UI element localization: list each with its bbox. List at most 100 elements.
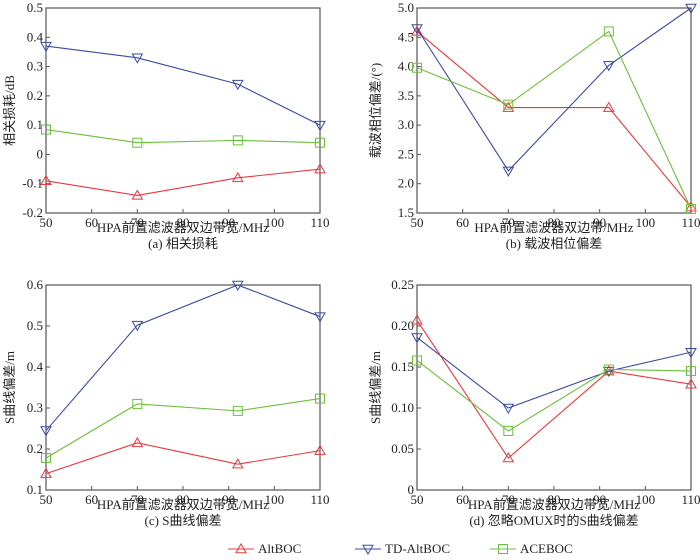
series-line-aceboc <box>45 128 321 144</box>
aceboc-marker-legend <box>498 544 508 554</box>
x-tick-label: 70 <box>502 492 515 507</box>
series-line-altboc <box>45 168 321 196</box>
series-aceboc <box>412 355 696 436</box>
x-tick-label: 90 <box>593 492 606 507</box>
x-tick-label: 70 <box>502 215 515 230</box>
plot-frame <box>416 284 692 491</box>
aceboc-marker-1 <box>503 99 514 110</box>
legend: AltBOC TD-AltBOC ACEBOC <box>228 541 573 556</box>
chart-panel-b: 50 60 70 80 90 100 110 1.5 2.0 2.5 3.0 3.5 4.0 4.5 5.0… <box>368 0 700 251</box>
y-tick-label: 0.1 <box>27 482 43 497</box>
y-tick-label: 0.25 <box>391 277 414 292</box>
y-tick-label: 0.4 <box>27 359 44 374</box>
x-tick-label: 60 <box>85 492 98 507</box>
x-tick-label: 60 <box>456 215 469 230</box>
x-tick-label: 80 <box>177 492 190 507</box>
aceboc-marker-3 <box>315 393 325 404</box>
y-tick-label: 4.0 <box>398 59 414 74</box>
altboc-marker-2 <box>602 101 615 112</box>
x-tick-label: 50 <box>40 492 53 507</box>
panel-caption: (b) 载波相位偏差 <box>506 236 602 251</box>
aceboc-marker-2 <box>232 135 243 146</box>
td-altboc-marker-1 <box>502 166 515 177</box>
td-altboc-marker-3 <box>314 120 326 132</box>
aceboc-marker-1 <box>132 398 143 409</box>
y-axis-label: 相关损耗/dB <box>2 75 17 146</box>
td-altboc-marker-3 <box>685 347 697 359</box>
legend-entry-altboc: AltBOC <box>228 541 301 556</box>
altboc-marker-3 <box>314 163 326 174</box>
series-line-altboc <box>416 31 692 208</box>
y-tick-label: 0.6 <box>27 277 44 292</box>
altboc-marker-1 <box>131 436 144 448</box>
y-tick-label: 0.5 <box>27 0 43 15</box>
series-aceboc <box>41 393 325 464</box>
series-line-aceboc <box>416 30 692 210</box>
td-altboc-marker-0 <box>40 41 52 53</box>
y-axis-label: 载波相位偏差/(°) <box>368 63 383 158</box>
series-line-altboc <box>416 319 692 459</box>
x-tick-label: 90 <box>593 215 606 230</box>
y-tick-label: 0.5 <box>27 318 43 333</box>
x-tick-label: 90 <box>222 215 235 230</box>
y-tick-label: 1.5 <box>398 205 414 220</box>
aceboc-marker-0 <box>41 453 51 464</box>
legend-label: AltBOC <box>258 541 301 556</box>
td-altboc-marker-legend <box>362 544 374 556</box>
x-tick-label: 90 <box>222 492 235 507</box>
panel-caption: (c) S曲线偏差 <box>145 513 222 528</box>
altboc-marker-legend <box>235 542 247 554</box>
plot-frame <box>416 7 692 214</box>
x-tick-label: 110 <box>310 492 329 507</box>
altboc-marker-0 <box>411 25 423 36</box>
y-axis-label: S曲线偏差/m <box>2 351 17 424</box>
series-line-altboc <box>45 442 321 475</box>
x-tick-label: 50 <box>40 215 53 230</box>
series-line-aceboc <box>416 360 692 432</box>
y-tick-label: 3.0 <box>398 117 414 132</box>
panel-caption: (d) 忽略OMUX时的S曲线偏差 <box>469 513 638 528</box>
td-altboc-marker-2 <box>231 79 244 91</box>
td-altboc-marker-3 <box>314 312 326 323</box>
x-axis-label: HPA前置滤波器双边带宽/MHz <box>97 220 269 235</box>
x-axis-label: HPA前置滤波器双边带宽/MHz <box>468 497 640 512</box>
series-td-altboc <box>40 41 326 132</box>
x-tick-label: 70 <box>131 492 144 507</box>
legend-entry-aceboc: ACEBOC <box>490 541 573 556</box>
aceboc-marker-0 <box>41 124 51 135</box>
x-tick-label: 60 <box>456 492 469 507</box>
x-tick-label: 110 <box>310 215 329 230</box>
y-tick-label: 0.15 <box>391 359 414 374</box>
series-line-td-altboc <box>45 284 321 431</box>
aceboc-marker-2 <box>603 364 614 375</box>
y-tick-label: 0 <box>408 482 415 497</box>
td-altboc-marker-1 <box>131 320 144 332</box>
series-line-td-altboc <box>416 337 692 409</box>
y-tick-label: 0.3 <box>27 400 43 415</box>
y-tick-label: 0.2 <box>27 441 43 456</box>
y-tick-label: 2.5 <box>398 146 414 161</box>
series-altboc <box>411 314 697 463</box>
altboc-marker-2 <box>231 458 244 469</box>
y-tick-label: -0.2 <box>22 205 43 220</box>
y-tick-label: 3.5 <box>398 88 414 103</box>
td-altboc-marker-3 <box>685 3 697 15</box>
legend-label: TD-AltBOC <box>385 541 450 556</box>
td-altboc-marker-2 <box>602 61 615 72</box>
series-td-altboc <box>40 280 326 437</box>
x-tick-label: 100 <box>636 215 656 230</box>
aceboc-marker-0 <box>412 355 422 366</box>
aceboc-marker-1 <box>132 137 143 148</box>
y-tick-label: 0 <box>37 146 44 161</box>
altboc-marker-1 <box>502 101 515 112</box>
series-altboc <box>411 25 697 212</box>
altboc-marker-0 <box>40 174 52 186</box>
x-tick-label: 70 <box>131 215 144 230</box>
chart-panel-c: 50 60 70 80 90 100 110 0.1 0.2 0.3 0.4 0.5 0.6 HPA前置滤… <box>2 277 330 528</box>
x-tick-label: 80 <box>548 492 561 507</box>
altboc-marker-3 <box>685 378 697 389</box>
legend-entry-td-altboc: TD-AltBOC <box>355 541 450 556</box>
td-altboc-marker-2 <box>231 280 244 292</box>
aceboc-marker-2 <box>603 26 614 37</box>
